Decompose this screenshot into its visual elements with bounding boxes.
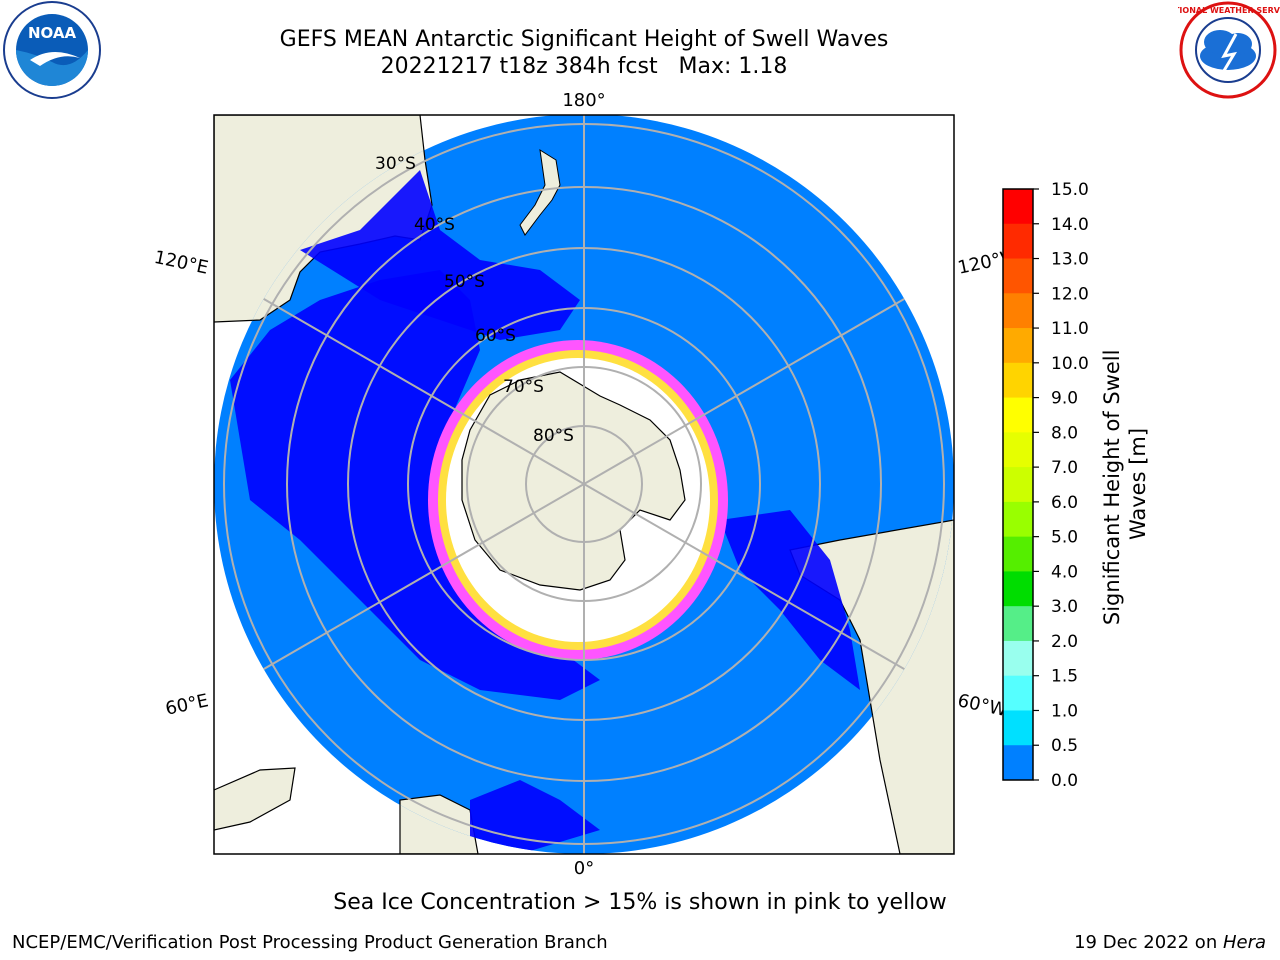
land-new-zealand (519, 149, 561, 236)
chart-title: GEFS MEAN Antarctic Significant Height o… (279, 27, 889, 52)
land-madagascar (214, 767, 296, 831)
lon-label-bottom: 0° (574, 858, 594, 879)
colorbar-tick-label: 0.0 (1051, 771, 1078, 791)
nws-logo: NATIONAL WEATHER SERVICE (1178, 1, 1280, 99)
colorbar-tick-label: 5.0 (1051, 528, 1078, 548)
colorbar-segment (1003, 397, 1033, 433)
lat-label-80s: 80°S (533, 426, 574, 446)
colorbar-segment (1003, 745, 1033, 781)
colorbar-tick-label: 4.0 (1051, 562, 1078, 582)
lon-label-lower-right: 60°W (956, 690, 1009, 721)
colorbar-tick-label: 0.5 (1051, 736, 1078, 756)
colorbar-tick-label: 10.0 (1051, 354, 1089, 374)
colorbar-segment (1003, 606, 1033, 642)
lat-label-30s: 30°S (375, 154, 416, 174)
noaa-logo: NOAA (3, 1, 101, 99)
colorbar-tick-label: 15.0 (1051, 180, 1089, 200)
lat-label-50s: 50°S (444, 272, 485, 292)
colorbar-segment (1003, 432, 1033, 468)
colorbar-tick-label: 6.0 (1051, 493, 1078, 513)
colorbar-segment (1003, 675, 1033, 711)
colorbar-segment (1003, 223, 1033, 260)
map-frame (213, 114, 955, 855)
low-swell-indian (230, 270, 600, 700)
colorbar-frame (1002, 188, 1034, 781)
lat-label-70s: 70°S (503, 377, 544, 397)
credit-date: 19 Dec 2022 on Hera (1074, 932, 1266, 953)
colorbar-tick-label: 11.0 (1051, 319, 1089, 339)
colorbar-label: Significant Height of Swell Waves [m] (1100, 343, 1150, 625)
colorbar-segment (1003, 362, 1033, 399)
land-antarctica (461, 371, 686, 591)
colorbar-segment (1003, 501, 1033, 538)
colorbar-segment (1003, 710, 1033, 746)
colorbar-segment (1003, 640, 1033, 677)
nws-logo-text: NATIONAL WEATHER SERVICE (1178, 6, 1280, 15)
chart-subtitle: 20221217 t18z 384h fcst Max: 1.18 (380, 54, 788, 79)
lon-label-top: 180° (562, 90, 605, 111)
colorbar-segment (1003, 293, 1033, 329)
colorbar-tick-label: 2.0 (1051, 632, 1078, 652)
colorbar-tick-label: 7.0 (1051, 458, 1078, 478)
colorbar-tick-label: 1.0 (1051, 701, 1078, 721)
colorbar-tick-label: 13.0 (1051, 250, 1089, 270)
lon-label-lower-left: 60°E (164, 690, 211, 720)
noaa-logo-text: NOAA (28, 24, 77, 42)
colorbar-tick-label: 14.0 (1051, 215, 1089, 235)
credit-branch: NCEP/EMC/Verification Post Processing Pr… (12, 932, 608, 953)
colorbar-segment (1003, 258, 1033, 294)
colorbar-tick-label: 9.0 (1051, 389, 1078, 409)
colorbar-segment (1003, 328, 1033, 364)
colorbar-segment (1003, 536, 1033, 572)
credit-machine: Hera (1222, 932, 1266, 953)
colorbar (1003, 189, 1033, 781)
lat-label-40s: 40°S (414, 215, 455, 235)
low-swell-tasman (300, 170, 580, 340)
colorbar-tick-label: 1.5 (1051, 667, 1078, 687)
colorbar-segment (1003, 571, 1033, 607)
lat-label-60s: 60°S (475, 326, 516, 346)
sea-ice-note: Sea Ice Concentration > 15% is shown in … (333, 890, 947, 915)
colorbar-tick-label: 3.0 (1051, 597, 1078, 617)
colorbar-segment (1003, 189, 1033, 225)
colorbar-tick-label: 8.0 (1051, 423, 1078, 443)
colorbar-tick-label: 12.0 (1051, 284, 1089, 304)
colorbar-segment (1003, 467, 1033, 503)
lon-label-upper-left: 120°E (152, 247, 210, 279)
graticule-meridians (249, 115, 919, 854)
